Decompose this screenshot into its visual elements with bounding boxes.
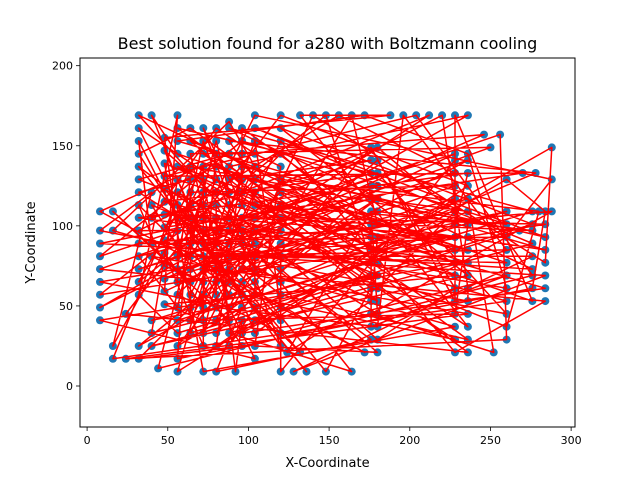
axes-frame xyxy=(79,57,576,428)
x-tick-label: 200 xyxy=(399,434,420,447)
x-tick-label: 250 xyxy=(480,434,501,447)
y-tick-label: 100 xyxy=(52,220,73,233)
axis-ticks: 0 50 100 150 200 250 300 0 50 100 150 200 xyxy=(52,60,582,447)
y-tick-label: 150 xyxy=(52,140,73,153)
x-tick-label: 100 xyxy=(238,434,259,447)
tour-route-line xyxy=(99,114,553,373)
y-tick-label: 50 xyxy=(59,300,73,313)
plot-area xyxy=(96,111,556,376)
x-axis-label: X-Coordinate xyxy=(285,456,369,471)
x-tick-label: 300 xyxy=(561,434,582,447)
x-tick-label: 0 xyxy=(84,434,91,447)
y-tick-label: 200 xyxy=(52,60,73,73)
x-tick-label: 50 xyxy=(161,434,175,447)
y-tick-label: 0 xyxy=(66,380,73,393)
x-tick-label: 150 xyxy=(319,434,340,447)
chart-title: Best solution found for a280 with Boltzm… xyxy=(118,34,538,53)
y-axis-label: Y-Coordinate xyxy=(24,201,39,284)
